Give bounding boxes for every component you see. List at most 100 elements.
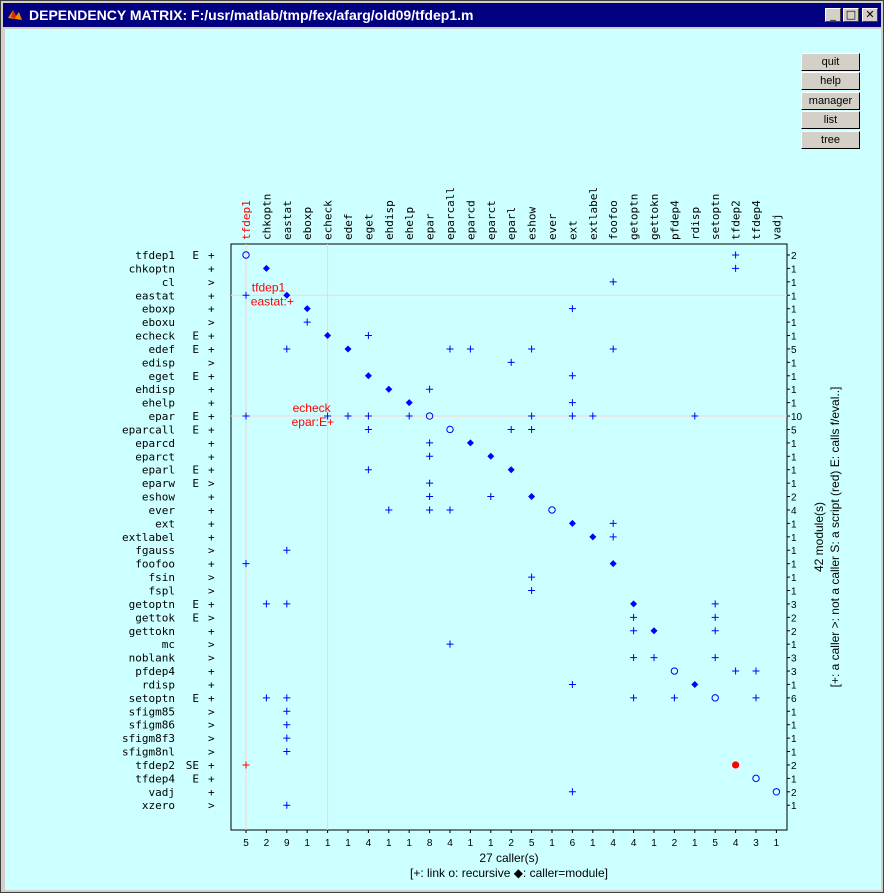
row-link-flag: + [208, 759, 215, 772]
column-label: extlabel [587, 187, 600, 240]
maximize-icon[interactable]: □ [843, 8, 859, 22]
row-label: edisp [142, 356, 175, 369]
help-button[interactable]: help [801, 72, 860, 90]
link-marker [283, 600, 291, 608]
link-marker [426, 452, 434, 460]
row-label: eboxu [142, 316, 175, 329]
column-count: 1 [468, 838, 474, 849]
row-label: sfigm85 [129, 705, 175, 718]
column-count: 1 [692, 838, 698, 849]
row-count: 1 [791, 358, 797, 369]
column-count: 1 [590, 838, 596, 849]
row-type-flag: E [192, 330, 199, 343]
row-count: 1 [791, 721, 797, 732]
row-link-flag: > [208, 316, 215, 329]
row-link-flag: + [208, 423, 215, 436]
column-label: eparcall [444, 187, 457, 240]
window-title: DEPENDENCY MATRIX: F:/usr/matlab/tmp/fex… [29, 7, 474, 23]
column-label: ehdisp [383, 200, 396, 240]
caller-module-marker [630, 600, 638, 608]
row-link-flag: + [208, 772, 215, 785]
quit-button[interactable]: quit [801, 53, 860, 71]
row-link-flag: > [208, 638, 215, 651]
link-marker [446, 506, 454, 514]
link-marker [364, 425, 372, 433]
row-label: ehelp [142, 397, 175, 410]
row-label: eparw [142, 477, 175, 490]
link-marker [752, 667, 760, 675]
row-count: 1 [791, 774, 797, 785]
row-count: 1 [791, 318, 797, 329]
column-count: 1 [651, 838, 657, 849]
caller-module-marker [283, 291, 291, 299]
minimize-icon[interactable]: _ [825, 8, 841, 22]
link-marker [630, 694, 638, 702]
manager-button[interactable]: manager [801, 92, 860, 110]
recursive-marker [425, 412, 434, 420]
row-link-flag: + [208, 625, 215, 638]
link-marker [283, 801, 291, 809]
row-type-flag: E [192, 611, 199, 624]
row-label: fspl [149, 585, 176, 598]
list-button[interactable]: list [801, 111, 860, 129]
y-axis-label: 42 module(s) [812, 502, 826, 572]
row-link-flag: > [208, 477, 215, 490]
column-count: 2 [264, 838, 270, 849]
link-marker [242, 291, 250, 299]
row-count: 1 [791, 573, 797, 584]
row-label: echeck [135, 330, 175, 343]
row-link-flag: + [208, 330, 215, 343]
row-label: ever [149, 504, 176, 517]
link-marker [609, 533, 617, 541]
link-marker [262, 694, 270, 702]
column-count: 1 [406, 838, 412, 849]
row-link-flag: > [208, 571, 215, 584]
column-label: chkoptn [260, 194, 273, 240]
link-marker [324, 412, 332, 420]
row-label: gettokn [129, 625, 175, 638]
title-bar[interactable]: DEPENDENCY MATRIX: F:/usr/matlab/tmp/fex… [3, 3, 881, 27]
link-marker [630, 627, 638, 635]
row-link-flag: > [208, 356, 215, 369]
link-marker [711, 627, 719, 635]
column-count: 1 [549, 838, 555, 849]
row-label: eshow [142, 491, 175, 504]
recursive-marker [242, 251, 250, 259]
link-marker [528, 587, 536, 594]
link-marker [446, 345, 454, 353]
row-label: eparcd [135, 437, 175, 450]
link-marker [283, 546, 291, 554]
row-count: 4 [791, 506, 797, 517]
row-count: 1 [791, 801, 797, 812]
close-icon[interactable]: ✕ [862, 8, 878, 22]
row-link-flag: > [208, 799, 215, 812]
row-link-flag: + [208, 343, 215, 356]
row-link-flag: > [208, 585, 215, 598]
caller-module-marker [405, 399, 413, 407]
row-label: tfdep2 [135, 759, 175, 772]
column-count: 4 [610, 838, 616, 849]
column-label: rdisp [689, 207, 702, 240]
link-marker [507, 358, 515, 366]
link-marker [711, 613, 719, 621]
column-label: ever [546, 213, 559, 240]
row-type-flag: E [192, 343, 199, 356]
matlab-logo-icon [8, 10, 22, 20]
column-count: 5 [712, 838, 718, 849]
column-count: 6 [570, 838, 576, 849]
link-marker [568, 412, 576, 420]
link-marker [262, 600, 270, 608]
row-count: 1 [791, 748, 797, 759]
tree-button[interactable]: tree [801, 131, 860, 149]
column-count: 1 [345, 838, 351, 849]
link-marker [711, 654, 719, 662]
row-count: 1 [791, 439, 797, 450]
column-label: pfdep4 [668, 200, 681, 240]
row-count: 1 [791, 332, 797, 343]
dependency-matrix-plot: tfdep1 chkoptn eastat eboxp echeck edef eget eh… [122, 187, 842, 880]
row-label: eparct [135, 450, 175, 463]
link-marker [568, 788, 576, 796]
link-marker [732, 251, 740, 259]
caller-module-marker [528, 493, 536, 501]
link-marker [283, 748, 291, 756]
